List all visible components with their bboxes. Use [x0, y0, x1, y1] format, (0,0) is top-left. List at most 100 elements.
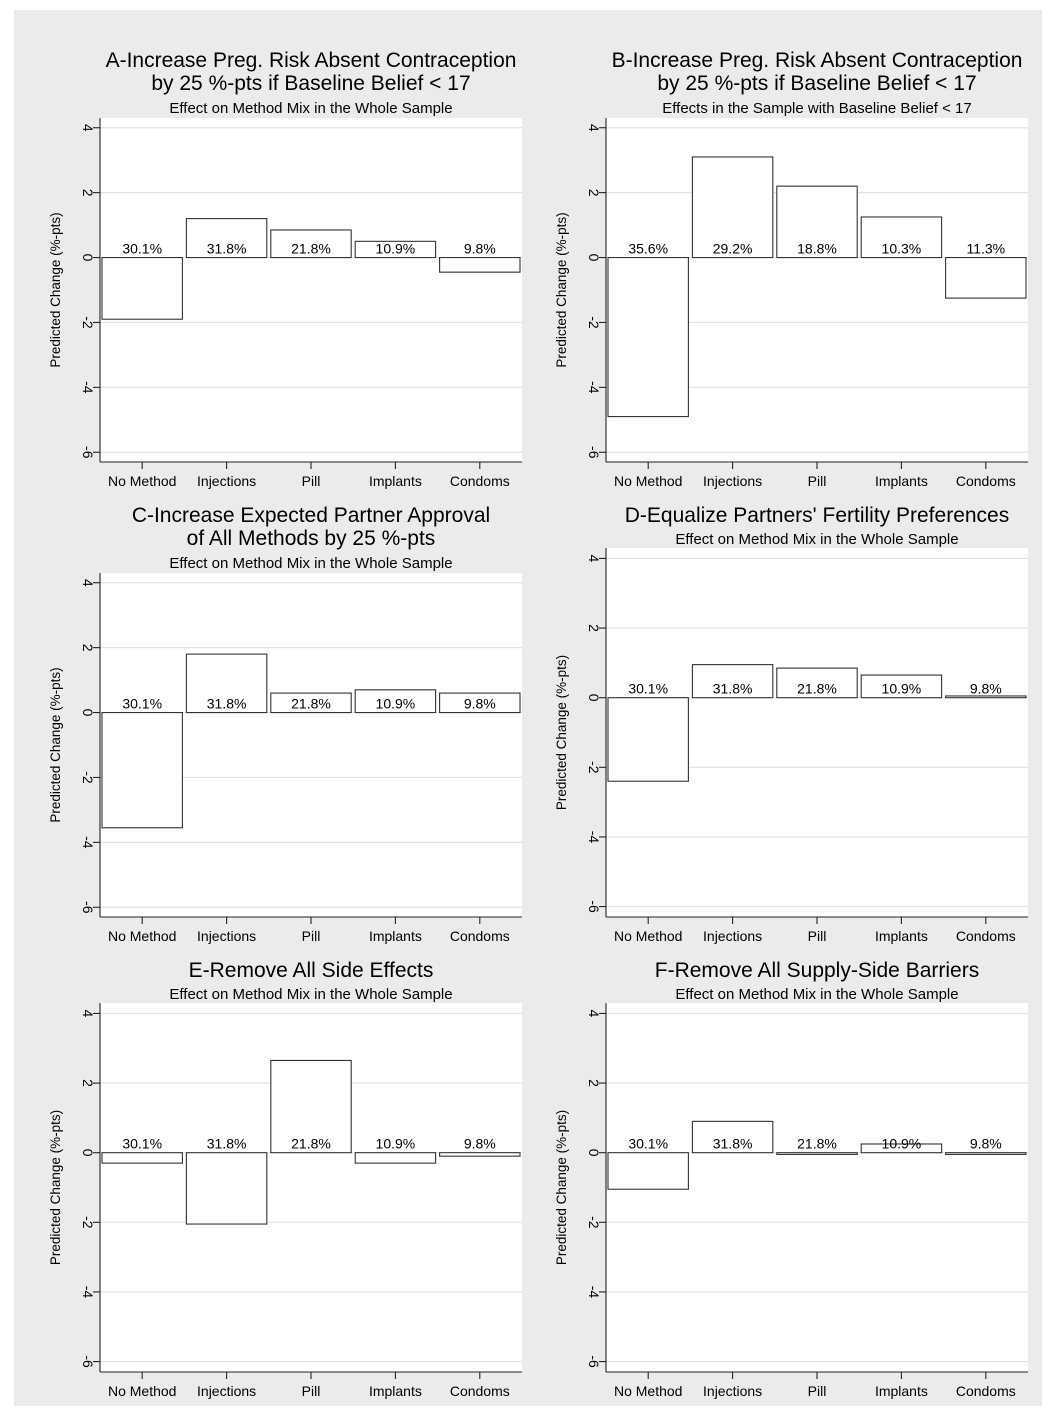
- chart-e-xtick-label: Implants: [369, 1383, 422, 1399]
- figure-background: A-Increase Preg. Risk Absent Contracepti…: [14, 10, 1042, 1406]
- chart-a-xtick-label: Condoms: [450, 473, 510, 489]
- chart-f-bar-condoms: [945, 1152, 1027, 1155]
- chart-f-bar-implants: [860, 1143, 943, 1154]
- chart-c-bar-label: 31.8%: [207, 696, 247, 712]
- chart-d-bar-label: 21.8%: [797, 681, 837, 697]
- chart-f-bar-label: 9.8%: [970, 1136, 1002, 1152]
- chart-b-ytick-label: -2: [586, 316, 602, 329]
- chart-e-title-line-1: E-Remove All Side Effects: [189, 959, 434, 982]
- chart-e-bar-condoms: [439, 1152, 521, 1157]
- chart-f-bar-label: 21.8%: [797, 1136, 837, 1152]
- chart-e-bar-label: 30.1%: [122, 1136, 162, 1152]
- chart-d-bar-condoms: [945, 695, 1027, 699]
- chart-d-xtick-label: Pill: [808, 928, 827, 944]
- chart-c-title-line-1: C-Increase Expected Partner Approval: [132, 504, 490, 527]
- chart-a-ylabel: Predicted Change (%-pts): [48, 212, 63, 367]
- chart-b-ylabel: Predicted Change (%-pts): [554, 212, 569, 367]
- chart-c-ytick-label: -2: [80, 771, 96, 784]
- chart-e-bar-injections: [185, 1152, 268, 1225]
- chart-c-ytick-label: 4: [80, 579, 96, 587]
- chart-e-ylabel: Predicted Change (%-pts): [48, 1110, 63, 1265]
- chart-c-bar-label: 30.1%: [122, 696, 162, 712]
- chart-b-subtitle: Effects in the Sample with Baseline Beli…: [662, 100, 972, 117]
- chart-b-ytick-label: 0: [586, 254, 602, 262]
- chart-d-bar-label: 31.8%: [713, 681, 753, 697]
- chart-c-ytick-label: -6: [80, 901, 96, 914]
- chart-d-svg: D-Equalize Partners' Fertility Preferenc…: [554, 504, 1028, 944]
- chart-c-ylabel: Predicted Change (%-pts): [48, 667, 63, 822]
- chart-b-xtick-label: Condoms: [956, 473, 1016, 489]
- panel-e: E-Remove All Side Effects Effect on Metho…: [14, 948, 528, 1400]
- chart-d-ytick-label: -2: [586, 761, 602, 774]
- chart-b-ytick-label: 4: [586, 124, 602, 132]
- chart-a-ytick-label: 4: [80, 124, 96, 132]
- chart-f-ytick-label: 0: [586, 1149, 602, 1157]
- chart-d-bar-implants: [860, 674, 943, 699]
- chart-a-bar-pill: [270, 229, 352, 259]
- chart-e-xtick-label: Pill: [302, 1383, 321, 1399]
- chart-d-title-line-1: D-Equalize Partners' Fertility Preferenc…: [625, 504, 1009, 527]
- chart-f-ytick-label: -6: [586, 1355, 602, 1368]
- chart-e-bar-pill: [270, 1059, 352, 1154]
- chart-d-ytick-label: -4: [586, 831, 602, 844]
- chart-c-ytick-label: 0: [80, 709, 96, 717]
- chart-a-ytick-label: -2: [80, 316, 96, 329]
- chart-a-bar-no-method: [101, 256, 183, 320]
- chart-b-xtick-label: Injections: [703, 473, 762, 489]
- chart-e-ytick-label: 0: [80, 1149, 96, 1157]
- chart-e-xtick-label: Injections: [197, 1383, 256, 1399]
- chart-e-plot-area: [100, 1003, 522, 1372]
- chart-e-xtick-label: Condoms: [450, 1383, 510, 1399]
- chart-b-xtick-label: Pill: [808, 473, 827, 489]
- chart-b-xtick-label: No Method: [614, 473, 682, 489]
- chart-f-bar-label: 30.1%: [628, 1136, 668, 1152]
- chart-a-bar-label: 30.1%: [122, 241, 162, 257]
- chart-a-bar-injections: [185, 218, 268, 259]
- chart-d-xtick-label: Injections: [703, 928, 762, 944]
- chart-d-bar-injections: [691, 664, 774, 699]
- chart-f-bar-label: 31.8%: [713, 1136, 753, 1152]
- chart-e-bar-implants: [354, 1152, 437, 1164]
- chart-b-bar-label: 35.6%: [628, 241, 668, 257]
- chart-b-bar-label: 29.2%: [713, 241, 753, 257]
- chart-b-bar-no-method: [607, 256, 689, 418]
- chart-c-subtitle: Effect on Method Mix in the Whole Sample: [169, 555, 452, 572]
- chart-c-bar-label: 9.8%: [464, 696, 496, 712]
- chart-e-ytick-label: -2: [80, 1216, 96, 1229]
- chart-e-bar-label: 10.9%: [376, 1136, 416, 1152]
- chart-d-ytick-label: 2: [586, 624, 602, 632]
- panel-c: C-Increase Expected Partner Approval of A…: [14, 493, 528, 945]
- chart-f-ytick-label: 4: [586, 1010, 602, 1018]
- chart-b-title-line-1: B-Increase Preg. Risk Absent Contracepti…: [612, 49, 1023, 72]
- chart-a-xtick-label: No Method: [108, 473, 176, 489]
- chart-d-ytick-label: 0: [586, 694, 602, 702]
- chart-a-xtick-label: Implants: [369, 473, 422, 489]
- chart-a-bar-condoms: [439, 256, 521, 273]
- chart-b-bar-implants: [860, 216, 943, 259]
- chart-f-xtick-label: Condoms: [956, 1383, 1016, 1399]
- chart-d-ylabel: Predicted Change (%-pts): [554, 655, 569, 810]
- chart-d-bar-pill: [776, 667, 858, 699]
- chart-b-ytick-label: 2: [586, 189, 602, 197]
- chart-e-bar-label: 21.8%: [291, 1136, 331, 1152]
- chart-a-subtitle: Effect on Method Mix in the Whole Sample: [169, 100, 452, 117]
- chart-b-ytick-label: -4: [586, 381, 602, 394]
- chart-d-bar-label: 9.8%: [970, 681, 1002, 697]
- chart-f-svg: F-Remove All Supply-Side Barriers Effect …: [554, 959, 1028, 1399]
- chart-c-xtick-label: No Method: [108, 928, 176, 944]
- chart-a-ytick-label: -4: [80, 381, 96, 394]
- chart-d-bar-label: 10.9%: [882, 681, 922, 697]
- chart-d-bar-no-method: [607, 697, 689, 782]
- chart-e-bar-label: 9.8%: [464, 1136, 496, 1152]
- chart-d-ytick-label: -6: [586, 900, 602, 913]
- chart-e-ytick-label: 4: [80, 1010, 96, 1018]
- chart-a-ytick-label: 0: [80, 254, 96, 262]
- chart-a-ytick-label: 2: [80, 189, 96, 197]
- panel-d: D-Equalize Partners' Fertility Preferenc…: [520, 493, 1034, 945]
- chart-f-bar-injections: [691, 1120, 774, 1154]
- chart-f-ylabel: Predicted Change (%-pts): [554, 1110, 569, 1265]
- chart-c-xtick-label: Injections: [197, 928, 256, 944]
- chart-c-xtick-label: Implants: [369, 928, 422, 944]
- chart-f-xtick-label: Implants: [875, 1383, 928, 1399]
- chart-c-ytick-label: -4: [80, 836, 96, 849]
